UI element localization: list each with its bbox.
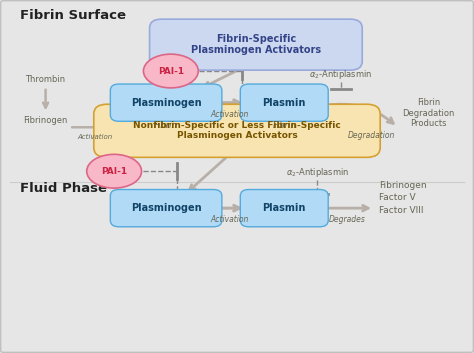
Text: Plasminogen: Plasminogen	[131, 98, 201, 108]
Text: Fibrin Surface: Fibrin Surface	[19, 10, 126, 23]
FancyBboxPatch shape	[150, 19, 362, 70]
Text: Fluid Phase: Fluid Phase	[19, 182, 107, 195]
Text: Thrombin: Thrombin	[26, 75, 66, 84]
Text: PAI-1: PAI-1	[101, 167, 127, 176]
Text: Plasmin: Plasmin	[263, 98, 306, 108]
Text: Fibrinogen
Factor V
Factor VIII: Fibrinogen Factor V Factor VIII	[379, 181, 427, 215]
Text: Fibrin: Fibrin	[154, 121, 178, 130]
Text: Nonfibrin-Specific or Less Fibrin-Specific
Plasminogen Activators: Nonfibrin-Specific or Less Fibrin-Specif…	[133, 121, 341, 140]
Text: $\alpha_2$-Antiplasmin: $\alpha_2$-Antiplasmin	[286, 167, 349, 179]
Ellipse shape	[87, 154, 142, 188]
Text: Fibrinogen: Fibrinogen	[23, 116, 68, 125]
Text: Activation: Activation	[78, 133, 113, 139]
Text: PAI-1: PAI-1	[158, 66, 184, 76]
Ellipse shape	[144, 54, 198, 88]
Text: Fibrin-Specific
Plasminogen Activators: Fibrin-Specific Plasminogen Activators	[191, 34, 321, 55]
Text: $\alpha_2$-Antiplasmin: $\alpha_2$-Antiplasmin	[309, 68, 373, 81]
FancyBboxPatch shape	[240, 84, 328, 121]
Text: Degradation: Degradation	[348, 132, 395, 140]
FancyBboxPatch shape	[110, 84, 222, 121]
Text: Plasmin: Plasmin	[263, 203, 306, 213]
Text: Plasminogen: Plasminogen	[131, 203, 201, 213]
Text: Degrades: Degrades	[328, 215, 365, 224]
FancyBboxPatch shape	[110, 190, 222, 227]
Text: Fibrin
Degradation
Products: Fibrin Degradation Products	[402, 98, 455, 128]
Text: Activation: Activation	[210, 110, 249, 119]
Text: Activation: Activation	[210, 215, 249, 224]
FancyBboxPatch shape	[240, 190, 328, 227]
FancyBboxPatch shape	[94, 104, 380, 157]
Text: Fibrin: Fibrin	[273, 121, 296, 130]
